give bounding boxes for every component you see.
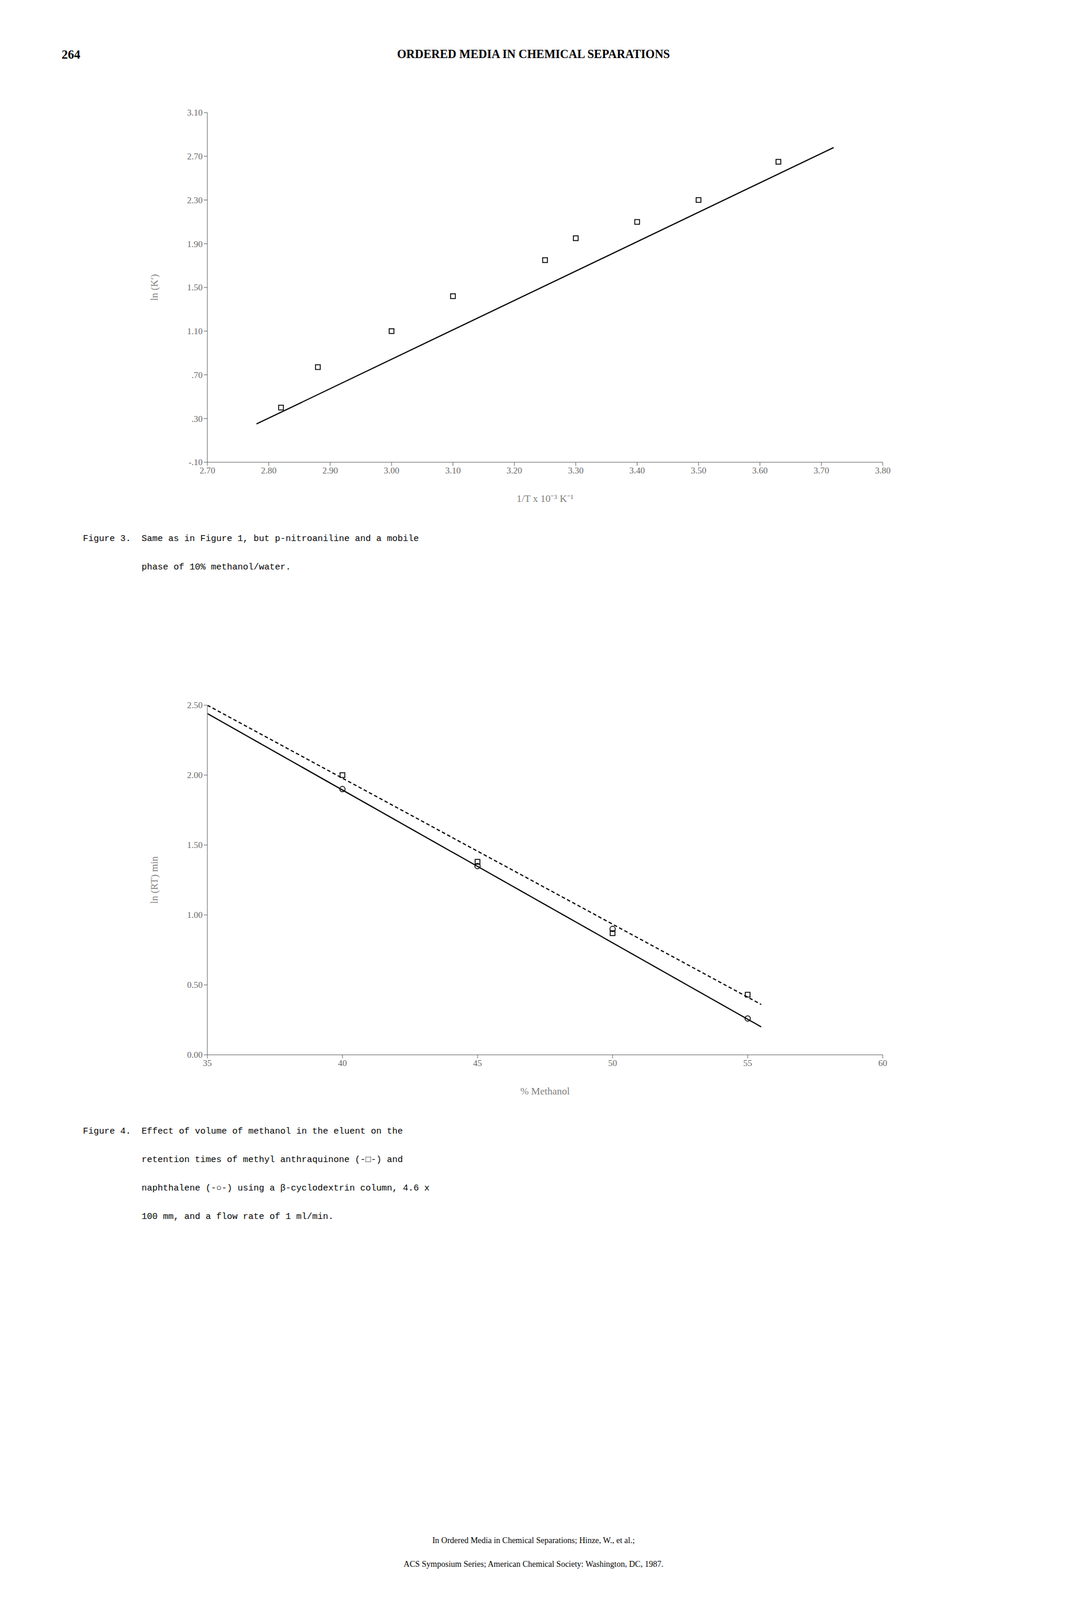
svg-text:35: 35	[203, 1058, 213, 1068]
html-text:In Ordered Media in Chemical S: In Ordered Media in Chemical Separations…	[432, 1535, 635, 1545]
html-text:naphthalene (-○-) using a β-cy: naphthalene (-○-) using a β-cyclodextrin…	[82, 1183, 430, 1194]
svg-text:2.00: 2.00	[187, 770, 203, 780]
svg-text:3.30: 3.30	[568, 465, 584, 476]
svg-text:55: 55	[743, 1058, 753, 1068]
svg-text:50: 50	[608, 1058, 618, 1068]
svg-text:3.40: 3.40	[629, 465, 645, 476]
svg-text:2.90: 2.90	[322, 465, 338, 476]
html-text:ACS Symposium Series; American: ACS Symposium Series; American Chemical …	[403, 1559, 664, 1569]
svg-text:-.10: -.10	[188, 457, 203, 467]
svg-text:1.00: 1.00	[187, 910, 203, 920]
svg-text:60: 60	[878, 1058, 888, 1068]
svg-text:0.50: 0.50	[187, 979, 203, 990]
html-text:phase of 10% methanol/water.: phase of 10% methanol/water.	[82, 562, 291, 573]
svg-text:3.60: 3.60	[752, 465, 768, 476]
svg-text:40: 40	[338, 1058, 348, 1068]
svg-text:3.50: 3.50	[690, 465, 707, 476]
html-text:100 mm, and a flow rate of 1 m: 100 mm, and a flow rate of 1 ml/min.	[82, 1211, 334, 1222]
svg-text:1/T x 10⁻³ K⁻¹: 1/T x 10⁻³ K⁻¹	[516, 492, 574, 505]
svg-text:2.70: 2.70	[199, 465, 216, 475]
svg-text:3.10: 3.10	[444, 465, 461, 476]
svg-text:2.70: 2.70	[187, 151, 203, 162]
html-text:retention times of methyl anth: retention times of methyl anthraquinone …	[82, 1154, 403, 1165]
svg-text:1.90: 1.90	[187, 239, 203, 249]
html-text:Figure 3. Same as in Figure 1,: Figure 3. Same as in Figure 1, but p-nit…	[82, 533, 419, 544]
svg-text:2.30: 2.30	[187, 195, 203, 205]
svg-text:2.80: 2.80	[261, 465, 277, 476]
svg-text:3.00: 3.00	[383, 465, 400, 476]
svg-text:3.10: 3.10	[187, 107, 203, 118]
html-text:Figure 4. Effect of volume of: Figure 4. Effect of volume of methanol i…	[82, 1126, 403, 1137]
svg-text:45: 45	[473, 1058, 483, 1068]
svg-text:% Methanol: % Methanol	[520, 1085, 570, 1097]
svg-text:1.10: 1.10	[187, 326, 203, 336]
svg-text:3.80: 3.80	[875, 465, 891, 476]
svg-text:.70: .70	[191, 370, 203, 380]
html-text:264: 264	[61, 47, 81, 62]
svg-text:1.50: 1.50	[187, 840, 203, 850]
svg-text:1.50: 1.50	[187, 282, 203, 293]
svg-text:2.50: 2.50	[187, 700, 203, 710]
html-text:ORDERED MEDIA IN CHEMICAL SEPA: ORDERED MEDIA IN CHEMICAL SEPARATIONS	[397, 47, 670, 61]
svg-text:ln (RT) min: ln (RT) min	[148, 855, 160, 904]
svg-text:.30: .30	[191, 414, 203, 424]
svg-text:0.00: 0.00	[187, 1049, 203, 1060]
svg-text:3.20: 3.20	[506, 465, 522, 476]
svg-text:3.70: 3.70	[813, 465, 829, 476]
svg-text:ln (Kʹ): ln (Kʹ)	[148, 274, 160, 301]
